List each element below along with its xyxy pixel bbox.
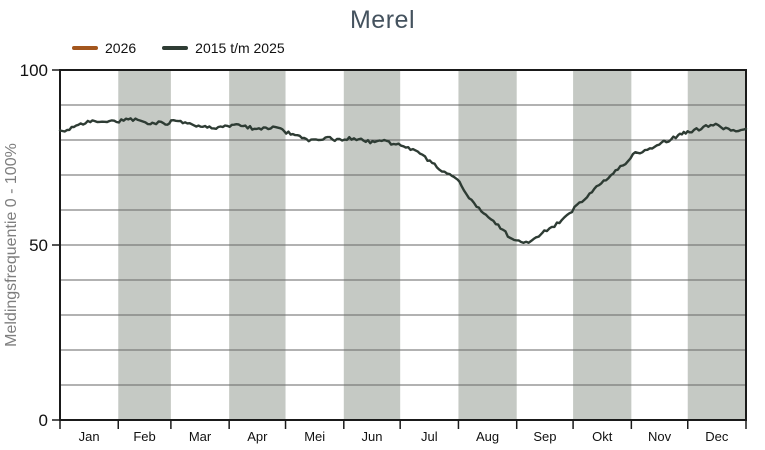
x-tick-label-nov: Nov xyxy=(648,429,672,444)
x-tick-label-jan: Jan xyxy=(79,429,100,444)
chart-title: Merel xyxy=(349,6,415,34)
legend-label-2026: 2026 xyxy=(105,40,137,56)
legend-swatch-2015-2025 xyxy=(162,46,189,50)
y-tick-label-50: 50 xyxy=(29,236,48,255)
y-tick-label-100: 100 xyxy=(20,61,48,80)
legend-item-2026: 2026 xyxy=(72,40,136,56)
x-tick-label-jun: Jun xyxy=(362,429,383,444)
legend-swatch-2026 xyxy=(72,46,98,50)
series-line-2015-t-m-2025 xyxy=(58,117,748,244)
x-tick-label-aug: Aug xyxy=(476,429,499,444)
x-tick-label-apr: Apr xyxy=(247,429,268,444)
legend-label-2015-2025: 2015 t/m 2025 xyxy=(195,40,285,56)
x-tick-label-mar: Mar xyxy=(189,429,212,444)
x-tick-label-okt: Okt xyxy=(592,429,613,444)
y-tick-label-0: 0 xyxy=(39,411,48,430)
y-axis-label: Meldingsfrequentie 0 - 100% xyxy=(3,143,20,347)
x-tick-label-mei: Mei xyxy=(304,429,325,444)
x-tick-label-jul: Jul xyxy=(421,429,438,444)
x-tick-label-sep: Sep xyxy=(533,429,556,444)
x-tick-label-feb: Feb xyxy=(133,429,155,444)
x-tick-label-dec: Dec xyxy=(705,429,729,444)
chart-legend: 2026 2015 t/m 2025 xyxy=(72,40,285,56)
legend-item-2015-2025: 2015 t/m 2025 xyxy=(162,40,285,56)
